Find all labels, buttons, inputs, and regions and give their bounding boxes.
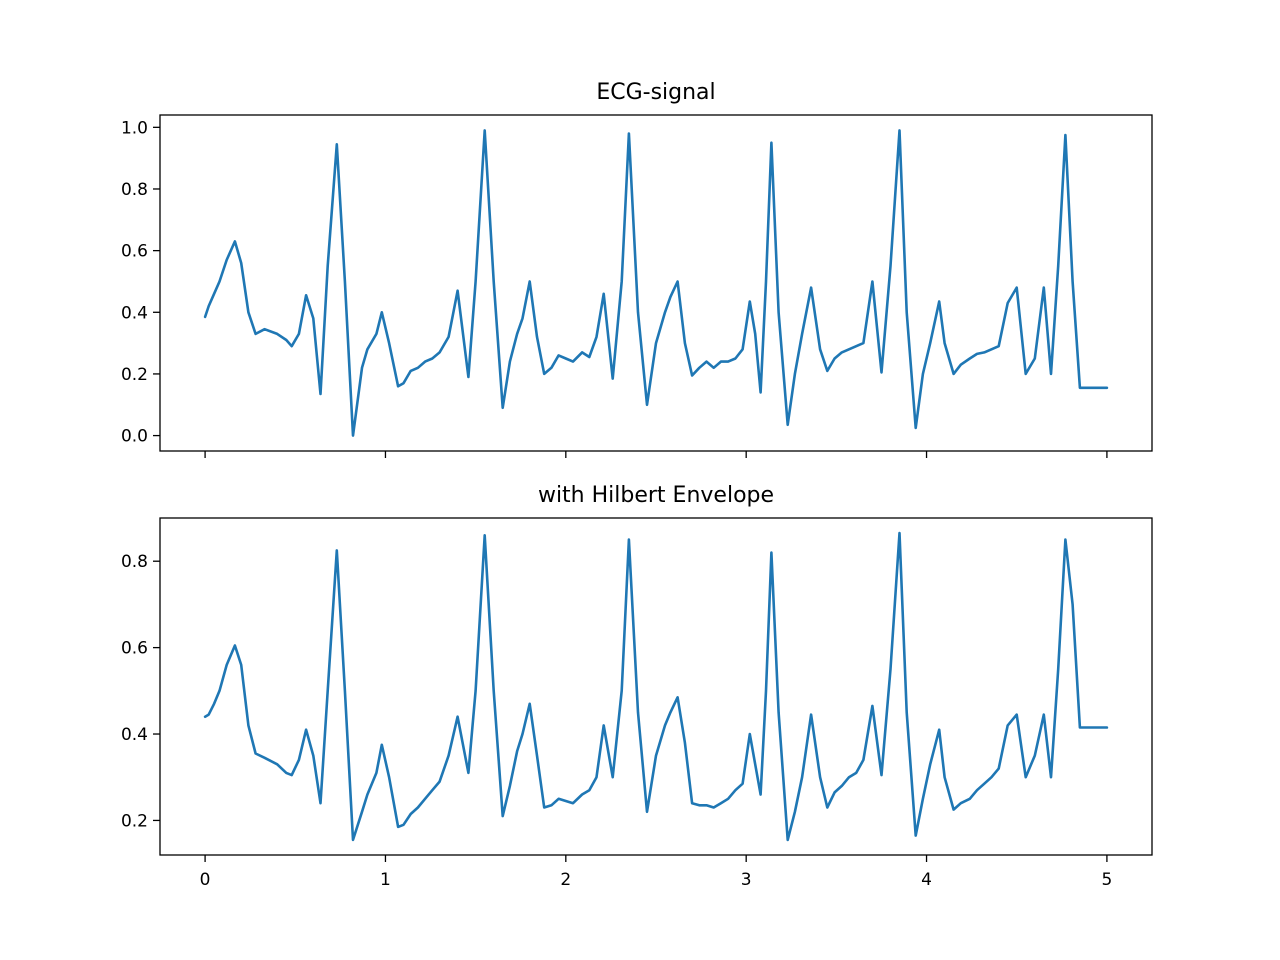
top-subplot: 0.0 0.2 0.4 0.6 0.8 1.0 ECG-signal	[121, 80, 1153, 458]
y-tick-label: 0.6	[121, 242, 148, 262]
y-tick-label: 0.2	[121, 811, 148, 831]
axes-frame	[159, 114, 1153, 452]
subplot-title: with Hilbert Envelope	[538, 483, 774, 508]
y-tick-label: 0.8	[121, 552, 148, 572]
series-line	[203, 129, 1109, 437]
y-tick-label: 0.6	[121, 639, 148, 659]
axes-frame	[159, 517, 1153, 856]
y-tick-label: 0.4	[121, 303, 148, 323]
x-tick-label: 1	[380, 870, 391, 890]
y-tick-label: 0.4	[121, 725, 148, 745]
y-tick-label: 0.8	[121, 180, 148, 200]
y-tick-label: 0.2	[121, 365, 148, 385]
y-tick-label: 1.0	[121, 118, 148, 138]
x-tick-label: 3	[741, 870, 752, 890]
x-tick-label: 4	[921, 870, 932, 890]
bottom-subplot: 0 1 2 3 4 5 0.2 0.4 0.6 0.8 with Hilbert Envelope	[121, 483, 1153, 890]
series-line	[203, 531, 1109, 842]
x-tick-label: 0	[200, 870, 211, 890]
y-tick-label: 0.0	[121, 427, 148, 447]
x-tick-label: 5	[1101, 870, 1112, 890]
x-tick-label: 2	[560, 870, 571, 890]
subplot-title: ECG-signal	[596, 80, 715, 105]
